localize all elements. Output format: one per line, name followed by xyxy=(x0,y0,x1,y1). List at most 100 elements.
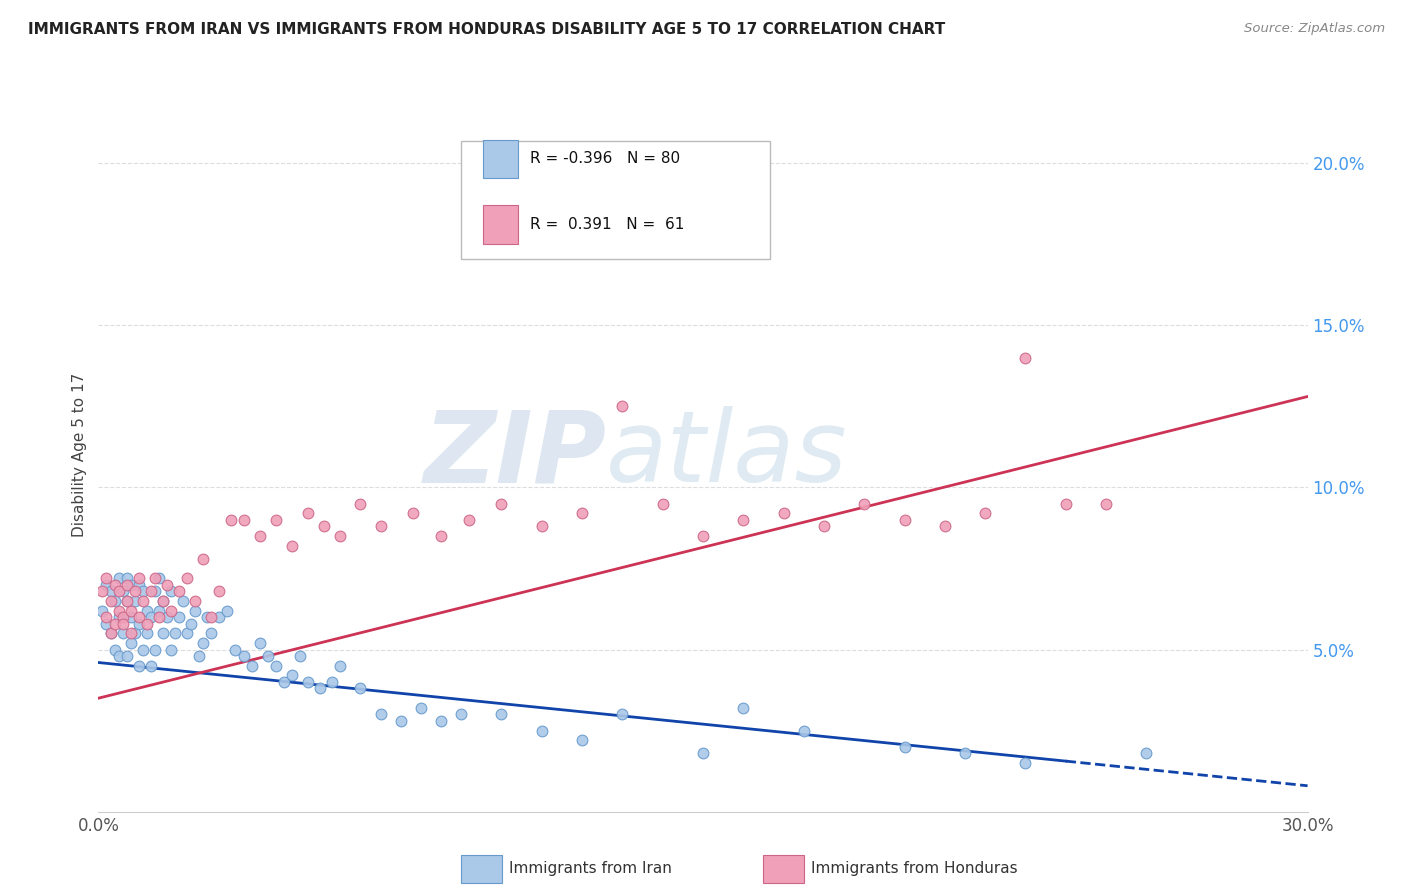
Text: R = -0.396   N = 80: R = -0.396 N = 80 xyxy=(530,152,681,166)
FancyBboxPatch shape xyxy=(482,205,517,244)
Point xyxy=(111,616,134,631)
Point xyxy=(200,626,222,640)
Point xyxy=(208,610,231,624)
Point xyxy=(893,739,915,754)
Point xyxy=(172,594,194,608)
Point xyxy=(107,648,129,663)
Point xyxy=(297,675,319,690)
Point xyxy=(309,681,332,696)
Point xyxy=(240,658,263,673)
Point xyxy=(120,577,142,591)
Point xyxy=(692,529,714,543)
Point xyxy=(91,584,114,599)
Point xyxy=(103,642,125,657)
Point xyxy=(152,594,174,608)
Point xyxy=(651,497,673,511)
Point xyxy=(128,616,150,631)
Point xyxy=(100,584,122,599)
Point xyxy=(402,506,425,520)
Point xyxy=(128,610,150,624)
Point xyxy=(450,707,472,722)
Point xyxy=(232,648,254,663)
Point xyxy=(139,584,162,599)
Text: ZIP: ZIP xyxy=(423,407,606,503)
Point xyxy=(96,610,118,624)
Point xyxy=(370,519,392,533)
Point xyxy=(491,497,513,511)
Point xyxy=(195,610,218,624)
Point xyxy=(329,658,352,673)
Point xyxy=(1014,756,1036,770)
Point xyxy=(934,519,956,533)
Point xyxy=(103,594,125,608)
Point xyxy=(288,648,311,663)
Point xyxy=(184,594,207,608)
Y-axis label: Disability Age 5 to 17: Disability Age 5 to 17 xyxy=(72,373,87,537)
Point xyxy=(281,668,304,682)
Point xyxy=(458,513,481,527)
Point xyxy=(612,707,634,722)
Point xyxy=(193,636,215,650)
Point xyxy=(156,577,179,591)
Point xyxy=(128,658,150,673)
Point xyxy=(793,723,815,738)
Point xyxy=(953,747,976,761)
Point xyxy=(100,626,122,640)
Point xyxy=(163,626,186,640)
Point xyxy=(571,506,593,520)
Point xyxy=(249,529,271,543)
Point xyxy=(389,714,412,728)
Point xyxy=(491,707,513,722)
Point xyxy=(96,571,118,585)
Point xyxy=(152,626,174,640)
Point xyxy=(893,513,915,527)
Point xyxy=(571,733,593,747)
Point xyxy=(217,604,239,618)
Point xyxy=(264,513,287,527)
Point xyxy=(329,529,352,543)
FancyBboxPatch shape xyxy=(461,141,769,259)
Point xyxy=(297,506,319,520)
Point xyxy=(409,701,432,715)
Point xyxy=(176,571,198,585)
Point xyxy=(249,636,271,650)
Point xyxy=(91,604,114,618)
Point xyxy=(120,604,142,618)
Point xyxy=(692,747,714,761)
Point xyxy=(96,577,118,591)
Text: IMMIGRANTS FROM IRAN VS IMMIGRANTS FROM HONDURAS DISABILITY AGE 5 TO 17 CORRELAT: IMMIGRANTS FROM IRAN VS IMMIGRANTS FROM … xyxy=(28,22,945,37)
Point xyxy=(180,616,202,631)
Point xyxy=(139,610,162,624)
Point xyxy=(160,584,183,599)
Point xyxy=(264,658,287,673)
Point xyxy=(167,610,190,624)
Point xyxy=(321,675,343,690)
Point xyxy=(184,604,207,618)
Point xyxy=(273,675,295,690)
Point xyxy=(612,399,634,413)
Point xyxy=(430,529,453,543)
Point xyxy=(152,594,174,608)
Point xyxy=(100,594,122,608)
Point xyxy=(208,584,231,599)
Text: Source: ZipAtlas.com: Source: ZipAtlas.com xyxy=(1244,22,1385,36)
Point xyxy=(120,636,142,650)
Text: Immigrants from Honduras: Immigrants from Honduras xyxy=(811,862,1018,876)
Text: atlas: atlas xyxy=(606,407,848,503)
Point xyxy=(188,648,211,663)
Point xyxy=(148,571,170,585)
Point xyxy=(370,707,392,722)
Point xyxy=(256,648,278,663)
Point xyxy=(96,616,118,631)
Point xyxy=(853,497,876,511)
Point xyxy=(107,604,129,618)
Point xyxy=(148,610,170,624)
Point xyxy=(167,584,190,599)
Point xyxy=(132,594,155,608)
Point xyxy=(530,723,553,738)
Point xyxy=(281,539,304,553)
Point xyxy=(160,604,183,618)
Point xyxy=(733,701,755,715)
Point xyxy=(813,519,835,533)
Point xyxy=(1014,351,1036,365)
